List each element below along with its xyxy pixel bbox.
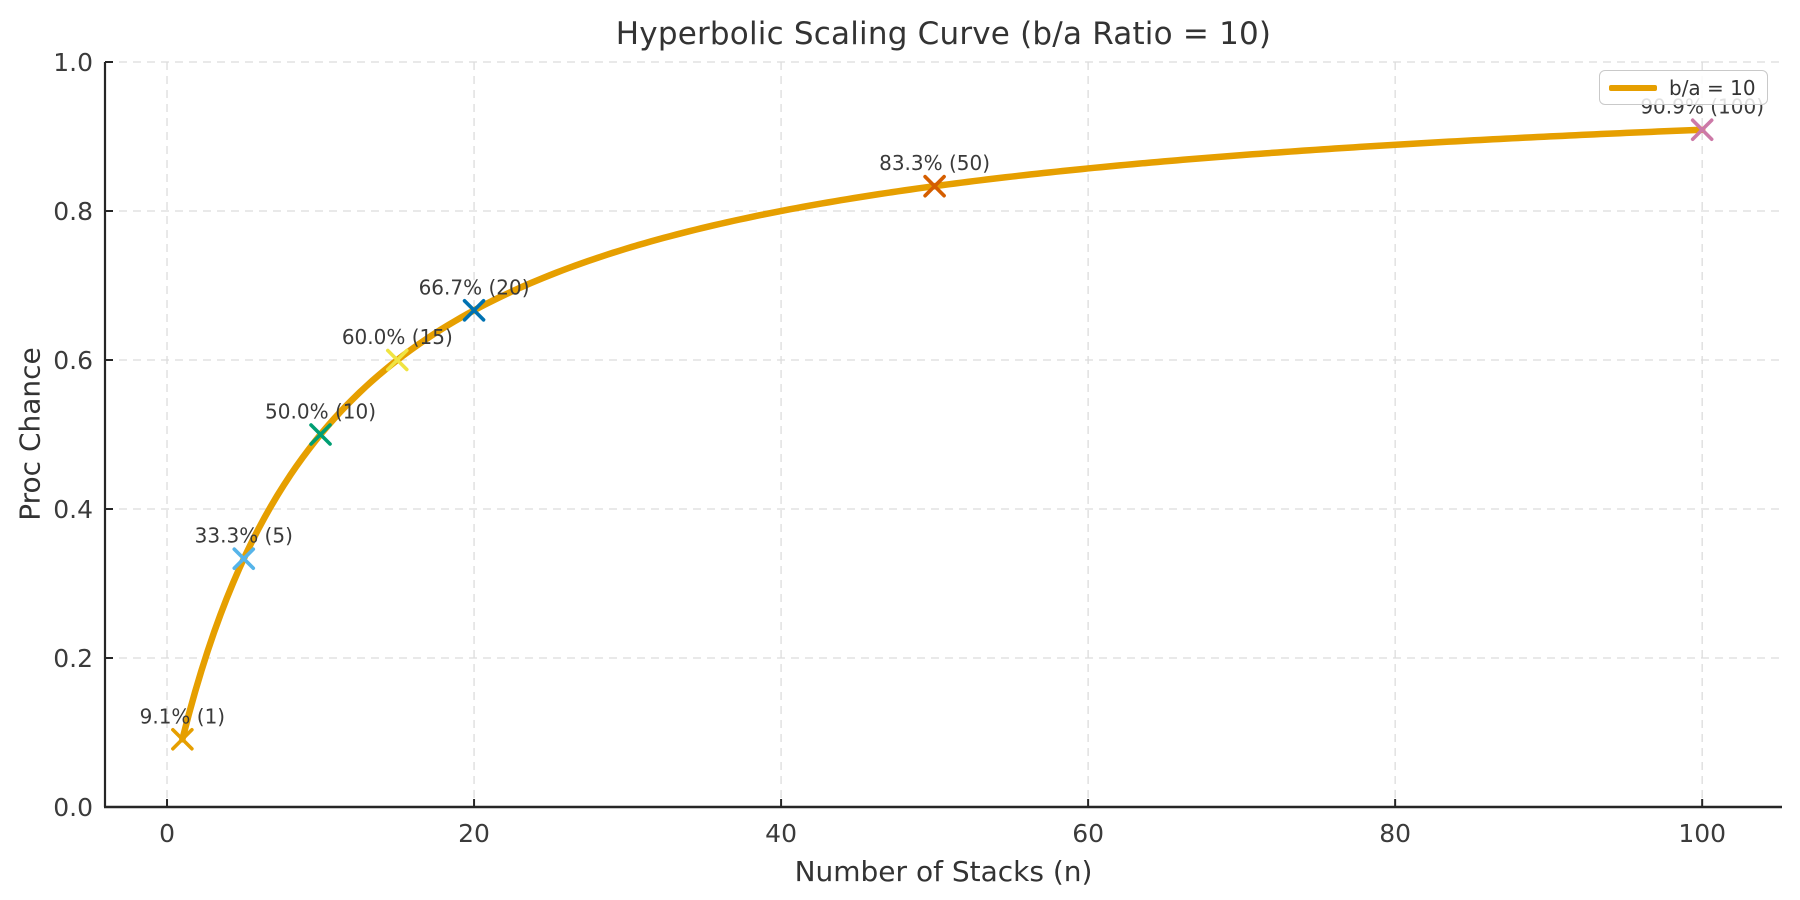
point-annotation: 66.7% (20): [419, 275, 530, 299]
chart-title: Hyperbolic Scaling Curve (b/a Ratio = 10…: [615, 16, 1272, 52]
y-axis-label: Proc Chance: [13, 347, 47, 521]
y-tick-label: 0.8: [53, 197, 93, 226]
x-axis-label: Number of Stacks (n): [794, 855, 1093, 888]
curve-line: [179, 126, 1706, 743]
data-point-marker: [171, 727, 194, 751]
point-annotation: 83.3% (50): [879, 151, 990, 175]
y-tick-label: 0.4: [53, 495, 93, 524]
legend: b/a = 10: [1599, 70, 1768, 105]
point-annotation: 60.0% (15): [342, 325, 453, 349]
legend-label: b/a = 10: [1669, 75, 1756, 100]
x-tick-label: 0: [159, 819, 175, 848]
data-point-marker: [309, 423, 332, 446]
y-tick-label: 0.6: [53, 346, 93, 375]
x-tick-label: 100: [1678, 819, 1726, 848]
data-point-marker: [385, 348, 409, 372]
legend-line-swatch: [1609, 84, 1657, 91]
x-tick-label: 40: [765, 819, 797, 848]
y-tick-label: 0.0: [53, 793, 93, 822]
y-tick-label: 1.0: [53, 48, 93, 77]
data-point-marker: [462, 299, 486, 322]
x-tick-label: 20: [458, 819, 490, 848]
point-annotation: 50.0% (10): [265, 400, 376, 424]
point-annotation: 33.3% (5): [195, 524, 293, 548]
point-annotation: 9.1% (1): [140, 704, 226, 728]
y-tick-label: 0.2: [53, 644, 93, 673]
data-point-marker: [923, 174, 946, 198]
data-point-marker: [232, 547, 256, 570]
x-tick-label: 80: [1379, 819, 1411, 848]
x-tick-label: 60: [1072, 819, 1104, 848]
data-point-marker: [1690, 118, 1714, 142]
